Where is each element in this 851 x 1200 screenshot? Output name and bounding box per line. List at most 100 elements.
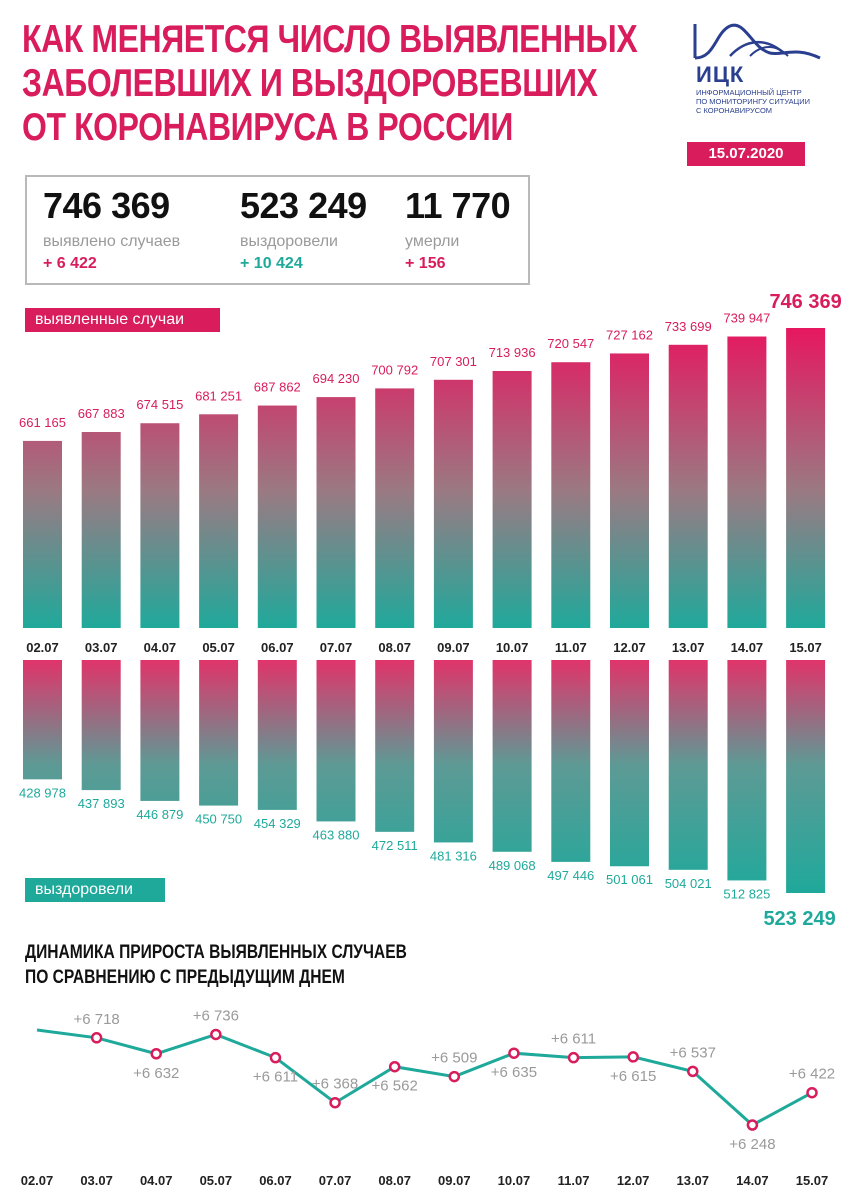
increase-point bbox=[567, 1051, 580, 1064]
increase-point bbox=[150, 1048, 162, 1060]
cases-value-label: 661 165 bbox=[19, 415, 66, 430]
stat-deaths-label: умерли bbox=[405, 233, 460, 250]
increase-line bbox=[36, 1028, 813, 1127]
cases-value-label: 713 936 bbox=[489, 345, 536, 360]
logo-subtitle-line: ПО МОНИТОРИНГУ СИТУАЦИИ bbox=[696, 97, 810, 106]
increase-point bbox=[687, 1065, 699, 1078]
line-date-label: 03.07 bbox=[80, 1173, 113, 1188]
stat-detected-label: выявлено случаев bbox=[43, 233, 181, 250]
increase-label: +6 537 bbox=[670, 1044, 716, 1061]
cases-value-label: 681 251 bbox=[195, 388, 242, 403]
recovered-value-label: 454 329 bbox=[254, 816, 301, 831]
cases-bar bbox=[23, 440, 62, 628]
recovered-bars: 428 978 437 893 446 879 450 750 454 329 463 8… bbox=[19, 660, 836, 930]
line-chart-title: ДИНАМИКА ПРИРОСТА ВЫЯВЛЕННЫХ СЛУЧАЕВ ПО … bbox=[25, 940, 407, 990]
recovered-bar bbox=[375, 660, 415, 832]
bar-charts: 661 165 667 883 674 515 681 251 687 862 694 2… bbox=[19, 291, 842, 930]
recovered-value-label: 489 068 bbox=[489, 858, 536, 873]
date-label: 02.07 bbox=[26, 640, 59, 655]
increase-point bbox=[448, 1070, 461, 1083]
date-label: 08.07 bbox=[378, 640, 411, 655]
cases-value-label: 720 547 bbox=[547, 336, 594, 351]
stat-recovered-value: 523 249 bbox=[240, 185, 367, 226]
stat-deaths-value: 11 770 bbox=[405, 185, 511, 226]
increase-label: +6 562 bbox=[372, 1078, 418, 1095]
line-date-label: 13.07 bbox=[676, 1173, 709, 1188]
stat-recovered-delta: + 10 424 bbox=[240, 255, 303, 272]
cases-bar bbox=[551, 362, 591, 628]
increase-point bbox=[806, 1086, 818, 1099]
cases-value-label: 687 862 bbox=[254, 380, 301, 395]
recovered-value-label: 428 978 bbox=[19, 785, 66, 800]
recovered-value-label: 501 061 bbox=[606, 872, 653, 887]
line-date-label: 14.07 bbox=[736, 1173, 769, 1188]
increase-label: +6 368 bbox=[312, 1076, 358, 1093]
recovered-bar bbox=[81, 660, 121, 791]
cases-value-label: 727 162 bbox=[606, 327, 653, 342]
increase-label: +6 611 bbox=[253, 1069, 298, 1086]
increase-point bbox=[388, 1060, 401, 1073]
date-label: 07.07 bbox=[320, 640, 353, 655]
cases-bar bbox=[257, 405, 297, 628]
stat-recovered-label: выздоровели bbox=[240, 233, 338, 250]
logo-subtitle-line: С КОРОНАВИРУСОМ bbox=[696, 106, 773, 115]
date-label: 09.07 bbox=[437, 640, 470, 655]
line-date-label: 02.07 bbox=[21, 1173, 54, 1188]
line-date-label: 04.07 bbox=[140, 1173, 173, 1188]
line-date-label: 08.07 bbox=[378, 1173, 411, 1188]
date-label: 13.07 bbox=[672, 640, 705, 655]
recovered-value-label: 463 880 bbox=[313, 827, 360, 842]
stat-deaths: 11 770 умерли + 156 bbox=[405, 185, 511, 273]
recovered-value-label: 512 825 bbox=[723, 886, 770, 901]
title-line-2: ЗАБОЛЕВШИХ И ВЫЗДОРОВЕВШИХ bbox=[22, 62, 598, 105]
increase-label: +6 718 bbox=[73, 1011, 119, 1028]
increase-label: +6 736 bbox=[193, 1007, 239, 1024]
recovered-value-label: 437 893 bbox=[78, 796, 125, 811]
line-date-label: 07.07 bbox=[319, 1173, 352, 1188]
recovered-bar bbox=[786, 660, 826, 893]
line-chart-title-line: ПО СРАВНЕНИЮ С ПРЕДЫДУЩИМ ДНЕМ bbox=[25, 967, 345, 988]
cases-value-label: 707 301 bbox=[430, 354, 477, 369]
stats-box: 746 369 выявлено случаев + 6 422 523 249… bbox=[25, 175, 530, 285]
increase-point bbox=[90, 1032, 103, 1044]
date-label: 12.07 bbox=[613, 640, 646, 655]
date-label: 05.07 bbox=[202, 640, 235, 655]
line-date-label: 12.07 bbox=[617, 1173, 650, 1188]
cases-value-label: 739 947 bbox=[723, 311, 770, 326]
recovered-tag: выздоровели bbox=[25, 878, 165, 902]
increase-label: +6 509 bbox=[431, 1050, 477, 1067]
cases-bars: 661 165 667 883 674 515 681 251 687 862 694 2… bbox=[19, 291, 842, 628]
line-date-label: 11.07 bbox=[558, 1173, 590, 1188]
cases-bar bbox=[610, 353, 649, 628]
date-label: 04.07 bbox=[144, 640, 177, 655]
line-group: +6 718 +6 632 +6 736 +6 611 +6 368 +6 562 +6 5… bbox=[21, 1007, 835, 1188]
cases-bar bbox=[81, 432, 121, 628]
increase-point bbox=[329, 1096, 341, 1109]
increase-point bbox=[627, 1051, 639, 1063]
cases-value-label: 746 369 bbox=[769, 291, 841, 313]
recovered-bar bbox=[610, 660, 649, 867]
increase-label: +6 635 bbox=[491, 1064, 537, 1081]
increase-label: +6 422 bbox=[789, 1066, 835, 1083]
increase-label: +6 248 bbox=[729, 1136, 775, 1153]
recovered-bar bbox=[257, 660, 297, 810]
title-line-3: ОТ КОРОНАВИРУСА В РОССИИ bbox=[22, 106, 513, 149]
recovered-bar bbox=[492, 660, 532, 852]
recovered-bar bbox=[727, 660, 767, 881]
recovered-value-label: 472 511 bbox=[372, 838, 418, 853]
stat-detected-value: 746 369 bbox=[43, 185, 170, 226]
increase-point bbox=[269, 1051, 282, 1064]
logo-subtitle-line: ИНФОРМАЦИОННЫЙ ЦЕНТР bbox=[696, 88, 802, 97]
date-label: 14.07 bbox=[731, 640, 764, 655]
date-label: 10.07 bbox=[496, 640, 529, 655]
line-chart-title-line: ДИНАМИКА ПРИРОСТА ВЫЯВЛЕННЫХ СЛУЧАЕВ bbox=[25, 942, 407, 963]
recovered-bar bbox=[23, 660, 62, 780]
stat-deaths-delta: + 156 bbox=[405, 255, 446, 272]
recovered-value-label: 481 316 bbox=[430, 848, 477, 863]
date-label: 15.07 bbox=[789, 640, 822, 655]
logo-subtitle: ИНФОРМАЦИОННЫЙ ЦЕНТР ПО МОНИТОРИНГУ СИТУ… bbox=[696, 88, 836, 115]
cases-bar bbox=[727, 336, 767, 628]
recovered-value-label: 523 249 bbox=[763, 908, 835, 930]
cases-value-label: 733 699 bbox=[665, 319, 712, 334]
